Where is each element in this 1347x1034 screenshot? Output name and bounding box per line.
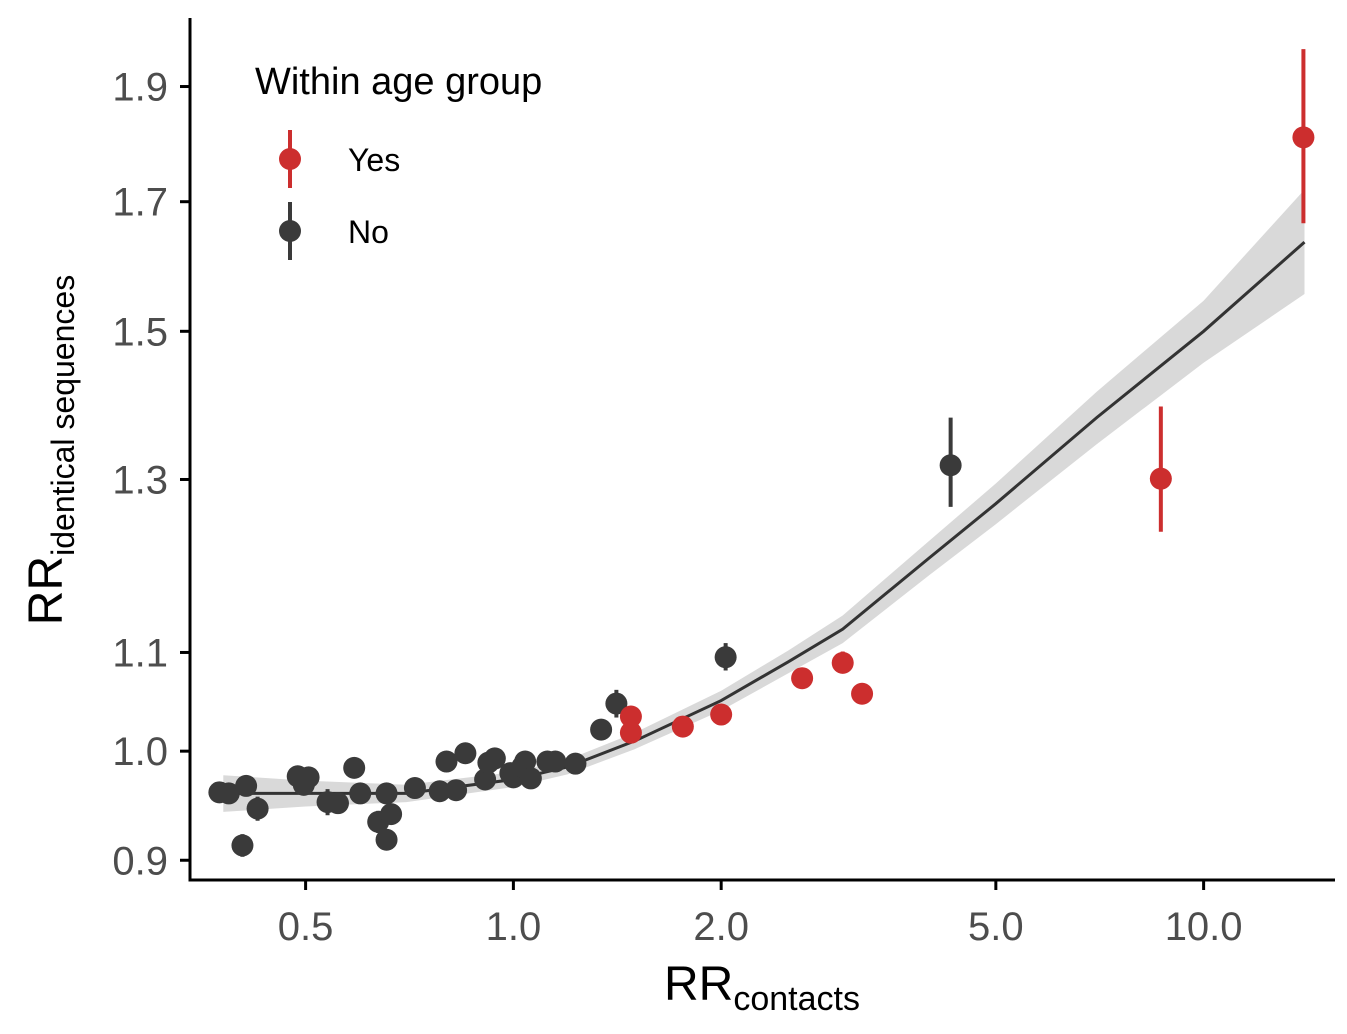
y-axis-ticks: 0.9 1.0 1.1 1.3 1.5 1.7 1.9 <box>112 66 190 883</box>
point-no <box>435 750 458 773</box>
point-no <box>519 767 542 790</box>
point-no <box>403 777 426 800</box>
x-tick-label: 1.0 <box>486 905 542 949</box>
point-no <box>231 834 254 857</box>
confidence-band <box>223 189 1305 812</box>
point-no <box>605 692 628 715</box>
point-yes <box>619 721 642 744</box>
fit-curve <box>223 240 1306 795</box>
y-tick-label: 1.3 <box>112 458 168 502</box>
point-no <box>349 782 372 805</box>
point-no <box>590 718 613 741</box>
point-no <box>564 752 587 775</box>
point-no <box>217 782 240 805</box>
point-no <box>297 766 320 789</box>
fit-line <box>223 240 1306 795</box>
data-points <box>208 49 1315 857</box>
legend-entry-no: No <box>279 202 389 260</box>
legend-yes-label: Yes <box>348 142 400 178</box>
y-tick-label: 1.1 <box>112 631 168 675</box>
point-no <box>939 454 962 477</box>
point-yes <box>1292 126 1315 149</box>
y-axis-title-main: RR <box>20 556 73 625</box>
point-yes <box>791 667 814 690</box>
point-yes <box>619 705 642 728</box>
y-axis-title-sub: identical sequences <box>45 275 81 556</box>
point-no <box>474 768 497 791</box>
point-yes <box>1149 467 1172 490</box>
x-tick-label: 10.0 <box>1165 905 1243 949</box>
fit-confidence-band <box>223 189 1305 812</box>
x-tick-label: 0.5 <box>278 905 334 949</box>
y-tick-label: 1.7 <box>112 181 168 225</box>
legend: Within age group Yes No <box>255 61 542 260</box>
y-tick-label: 1.5 <box>112 310 168 354</box>
point-no <box>483 747 506 770</box>
point-no <box>380 803 403 826</box>
point-no <box>235 774 258 797</box>
point-yes <box>851 682 874 705</box>
point-no <box>445 779 468 802</box>
y-tick-label: 0.9 <box>112 839 168 883</box>
x-axis-ticks: 0.5 1.0 2.0 5.0 10.0 <box>278 880 1243 949</box>
x-tick-label: 5.0 <box>968 905 1024 949</box>
point-no <box>326 792 349 815</box>
x-axis-title: RRcontacts <box>664 958 860 1018</box>
y-tick-label: 1.0 <box>112 730 168 774</box>
point-no <box>714 646 737 669</box>
axes: 0.5 1.0 2.0 5.0 10.0 0.9 1.0 1.1 1.3 1.5 1.7 1.9 <box>112 18 1335 949</box>
point-no <box>246 797 269 820</box>
point-no <box>375 828 398 851</box>
point-yes <box>671 715 694 738</box>
point-no <box>343 756 366 779</box>
point-no <box>428 780 451 803</box>
y-tick-label: 1.9 <box>112 66 168 110</box>
point-yes <box>831 651 854 674</box>
legend-title: Within age group <box>255 61 542 103</box>
legend-no-label: No <box>348 214 389 250</box>
legend-entry-yes: Yes <box>279 130 400 188</box>
point-no <box>544 750 567 773</box>
y-axis-title: RRidentical sequences <box>20 275 81 625</box>
x-tick-label: 2.0 <box>693 905 749 949</box>
point-no <box>514 750 537 773</box>
legend-no-marker <box>279 220 301 242</box>
point-no <box>454 742 477 765</box>
point-no <box>375 782 398 805</box>
x-axis-title-sub: contacts <box>733 980 860 1018</box>
legend-yes-marker <box>279 148 301 170</box>
point-yes <box>710 703 733 726</box>
x-axis-title-main: RR <box>664 958 733 1011</box>
